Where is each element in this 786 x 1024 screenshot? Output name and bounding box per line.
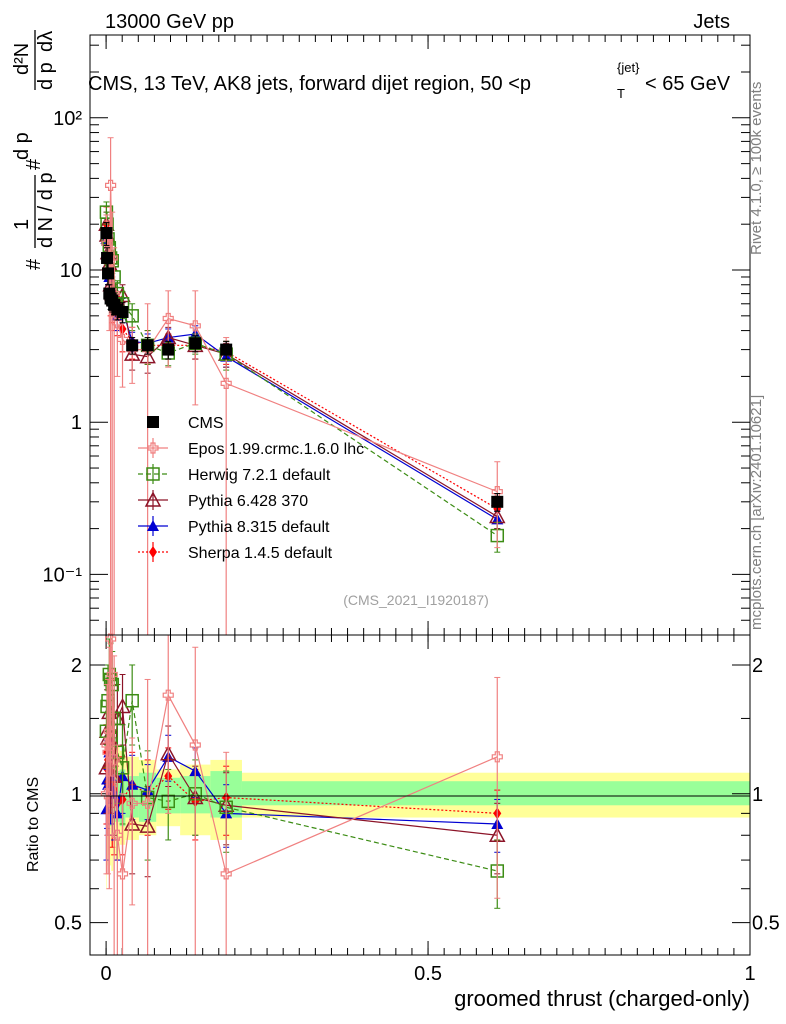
plot-title: CMS, 13 TeV, AK8 jets, forward dijet reg… (88, 60, 731, 101)
data-point (162, 312, 174, 325)
data-point (189, 337, 202, 350)
legend-item: Herwig 7.2.1 default (138, 464, 331, 484)
legend-label: CMS (188, 415, 224, 432)
legend-marker (144, 491, 162, 507)
legend-marker (149, 546, 157, 558)
data-point (100, 227, 113, 240)
ratio-band-inner (241, 781, 750, 806)
x-tick-label: 1 (744, 963, 755, 985)
legend-marker (147, 416, 159, 428)
analysis-id: (CMS_2021_I1920187) (343, 592, 489, 608)
data-point (102, 267, 115, 280)
y-axis-label: # 1 d N / d p # d p d²N d p dλ (11, 30, 57, 270)
ratio-series-epos (100, 633, 503, 956)
legend-marker (147, 520, 159, 531)
data-point (162, 343, 175, 356)
data-point (220, 343, 233, 356)
y-label-dlam: dλ (35, 31, 57, 52)
energy-label: 13000 GeV pp (105, 11, 234, 33)
ratio-band-group (106, 728, 750, 889)
data-point (189, 320, 201, 332)
legend-label: Pythia 8.315 default (188, 519, 330, 536)
legend-label: Herwig 7.2.1 default (188, 467, 331, 484)
ratio-point (115, 761, 130, 775)
series-line (105, 212, 498, 537)
tick-group: 0 0.5 1 10⁻¹ 1 10 10² 0.5 0.5 1 1 2 2 (43, 35, 780, 985)
y-label-dN: d N / d p (35, 172, 57, 248)
ratio-point (162, 689, 174, 701)
ratio-y-label: Ratio to CMS (25, 777, 42, 872)
data-point (105, 179, 117, 191)
ratio-y-tick-label-right: 2 (752, 655, 763, 677)
y-label-dp-num: d p (11, 132, 33, 160)
legend: CMS Epos 1.99.crmc.1.6.0 lhc Herwig 7.2.1 … (138, 415, 364, 562)
y-tick-label: 10² (53, 108, 82, 130)
data-point (141, 339, 154, 352)
y-label-dp: d p (35, 62, 57, 90)
legend-label: Pythia 6.428 370 (188, 493, 308, 510)
data-point (116, 305, 129, 318)
ratio-plot-frame (89, 634, 751, 956)
legend-marker (147, 442, 159, 454)
ratio-point (126, 797, 138, 809)
ratio-point (116, 868, 129, 880)
data-point (126, 339, 139, 352)
ratio-series-group (98, 633, 506, 956)
ratio-y-tick-label-right: 0.5 (752, 913, 780, 935)
legend-item: Pythia 6.428 370 (138, 490, 308, 510)
category-label: Jets (693, 11, 730, 33)
ratio-y-tick-label: 0.5 (54, 913, 82, 935)
data-point (101, 251, 114, 264)
title-sub: T (617, 86, 625, 101)
ratio-point (108, 754, 120, 766)
y-label-hash: # (23, 258, 45, 270)
ratio-point (189, 739, 201, 751)
y-label-d2N: d²N (11, 43, 33, 75)
ratio-point (103, 725, 115, 737)
ratio-y-tick-label-right: 1 (752, 784, 763, 806)
legend-item: Pythia 8.315 default (138, 516, 330, 536)
legend-label: Epos 1.99.crmc.1.6.0 lhc (188, 441, 364, 458)
rivet-label: Rivet 4.1.0, ≥ 100k events (748, 81, 765, 255)
data-point (491, 495, 504, 508)
data-point (116, 333, 129, 346)
ratio-line (105, 737, 498, 814)
x-axis-label: groomed thrust (charged-only) (454, 986, 750, 1011)
ratio-y-tick-label: 1 (71, 784, 82, 806)
series-group (98, 137, 506, 636)
y-label-hash-2: # (23, 158, 45, 170)
ratio-point (491, 751, 503, 763)
ratio-point (125, 693, 139, 708)
ratio-point (111, 829, 123, 841)
ratio-y-tick-label: 2 (71, 655, 82, 677)
legend-item: CMS (147, 415, 224, 432)
legend-label: Sherpa 1.4.5 default (188, 545, 333, 562)
title-tail: < 65 GeV (645, 73, 731, 95)
y-tick-label: 10⁻¹ (43, 564, 83, 586)
legend-item: Sherpa 1.4.5 default (138, 542, 333, 562)
series-cms (100, 222, 504, 512)
x-tick-label: 0.5 (414, 963, 442, 985)
y-tick-label: 1 (71, 412, 82, 434)
ratio-line (105, 638, 498, 875)
legend-item: Epos 1.99.crmc.1.6.0 lhc (138, 438, 364, 458)
data-point (220, 377, 232, 389)
legend-marker (146, 467, 160, 481)
data-point (111, 317, 123, 329)
title-sup: {jet} (617, 60, 640, 75)
title-main: CMS, 13 TeV, AK8 jets, forward dijet reg… (88, 73, 531, 95)
ratio-point (142, 797, 154, 809)
y-tick-label: 10 (60, 260, 82, 282)
y-label-one: 1 (11, 219, 33, 230)
ratio-point (220, 868, 232, 880)
series-line (105, 224, 498, 510)
x-tick-label: 0 (101, 963, 112, 985)
mcplots-label: mcplots.cern.ch [arXiv:2401.10621] (748, 394, 765, 630)
